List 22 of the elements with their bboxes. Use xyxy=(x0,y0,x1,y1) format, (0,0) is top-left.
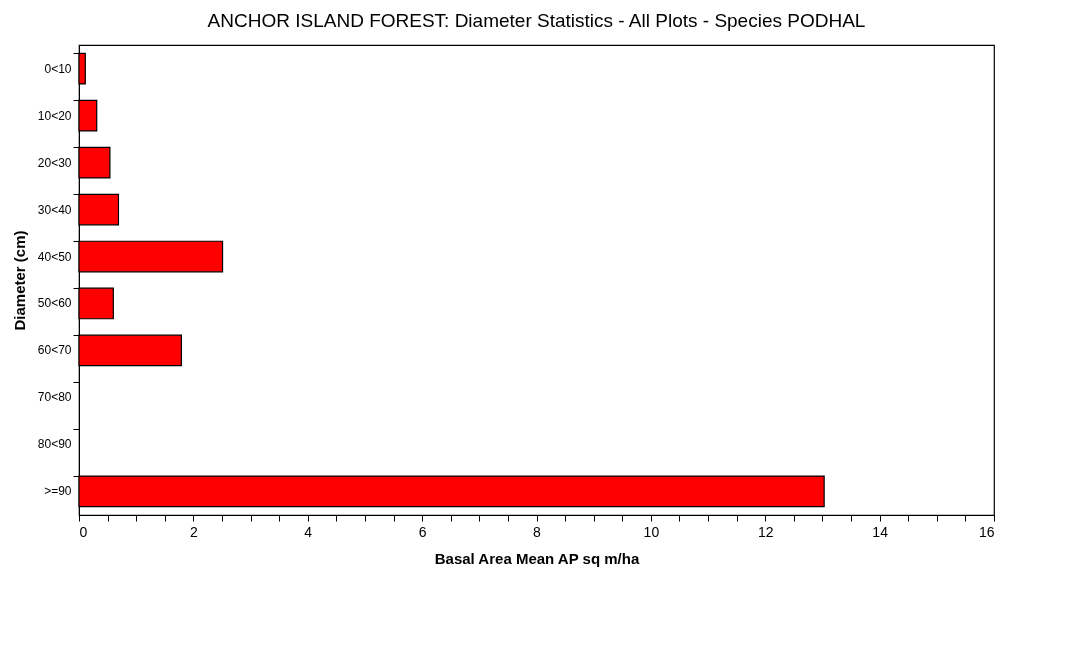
y-tick-label: 40<50 xyxy=(37,249,72,264)
y-tick-label: >=90 xyxy=(44,484,72,499)
x-tick-label: 0 xyxy=(79,523,88,540)
y-tick-label: 60<70 xyxy=(37,343,72,358)
x-tick-label: 2 xyxy=(189,523,198,540)
y-tick-label: 30<40 xyxy=(37,202,72,217)
y-tick-label: 80<90 xyxy=(37,437,72,452)
y-tick-label: 20<30 xyxy=(37,155,72,170)
y-tick-label: 50<60 xyxy=(37,296,72,311)
y-tick-label: 0<10 xyxy=(44,61,72,76)
x-tick-label: 10 xyxy=(643,523,660,540)
y-tick-label: 70<80 xyxy=(37,390,72,405)
y-axis-title: Diameter (cm) xyxy=(10,230,28,331)
x-axis-title: Basal Area Mean AP sq m/ha xyxy=(434,549,640,567)
chart-title: ANCHOR ISLAND FOREST: Diameter Statistics - All Plots - Species PODHAL xyxy=(207,10,866,31)
x-tick-label: 16 xyxy=(978,523,995,540)
x-tick-label: 12 xyxy=(757,523,774,540)
x-tick-label: 14 xyxy=(872,523,889,540)
x-tick-label: 6 xyxy=(418,523,427,540)
x-tick-label: 8 xyxy=(533,523,542,540)
x-tick-label: 4 xyxy=(304,523,313,540)
y-tick-label: 10<20 xyxy=(37,108,72,123)
